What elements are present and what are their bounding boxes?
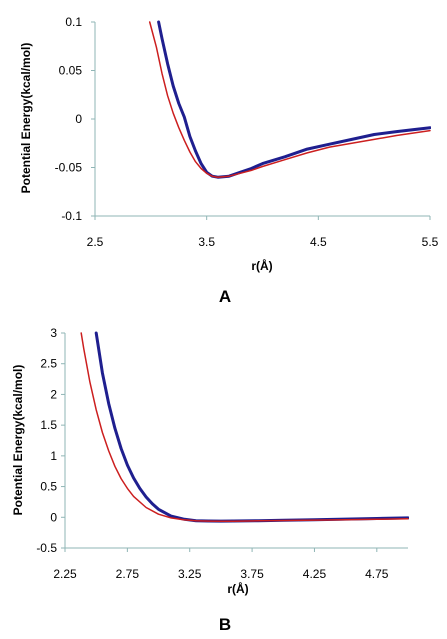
chart-a: 2.5 3.5 4.5 5.5 -0.1 -0.05 0 0.05 0.1 r(Å) Pote… <box>19 15 439 306</box>
y-tick-label: 0.5 <box>40 480 57 494</box>
y-tick-label: 2 <box>50 387 57 401</box>
x-tick-label: 2.75 <box>116 567 140 581</box>
x-tick-label: 2.25 <box>53 567 77 581</box>
y-tick-label: 0 <box>50 510 57 524</box>
x-tick-label: 4.75 <box>365 567 389 581</box>
y-tick-label: -0.1 <box>61 209 82 223</box>
y-tick-label: 3 <box>50 326 57 340</box>
x-tick-label: 4.5 <box>310 235 327 249</box>
chart-b-series-2-line <box>80 332 409 523</box>
y-tick-label: -0.05 <box>55 161 83 175</box>
chart-b-x-label: r(Å) <box>227 581 248 596</box>
y-tick-label: -0.5 <box>36 541 57 555</box>
y-tick-label: 0.05 <box>59 64 83 78</box>
y-tick-label: 2.5 <box>40 357 57 371</box>
y-tick-label: 0.1 <box>65 15 82 29</box>
y-tick-label: 1 <box>50 449 57 463</box>
y-tick-label: 0 <box>75 112 82 126</box>
x-tick-label: 2.5 <box>87 235 104 249</box>
chart-a-series-1-line <box>157 20 431 179</box>
chart-a-series-2-line <box>148 21 431 178</box>
x-tick-label: 3.5 <box>198 235 215 249</box>
chart-b-panel-label: B <box>219 615 231 634</box>
chart-b-series-1-line <box>94 331 409 523</box>
x-tick-label: 4.25 <box>303 567 327 581</box>
chart-a-y-label: Potential Energy(kcal/mol) <box>19 43 33 194</box>
y-tick-label: 1.5 <box>40 418 57 432</box>
chart-b: 2.25 2.75 3.25 3.75 4.25 4.75 -0.5 0 0.5 1 1.5 2 2.… <box>11 326 409 634</box>
x-tick-label: 3.75 <box>240 567 264 581</box>
chart-a-x-label: r(Å) <box>251 258 272 273</box>
chart-a-panel-label: A <box>219 287 231 306</box>
chart-b-y-label: Potential Energy(kcal/mol) <box>11 365 25 516</box>
x-tick-label: 3.25 <box>178 567 202 581</box>
x-tick-label: 5.5 <box>422 235 439 249</box>
